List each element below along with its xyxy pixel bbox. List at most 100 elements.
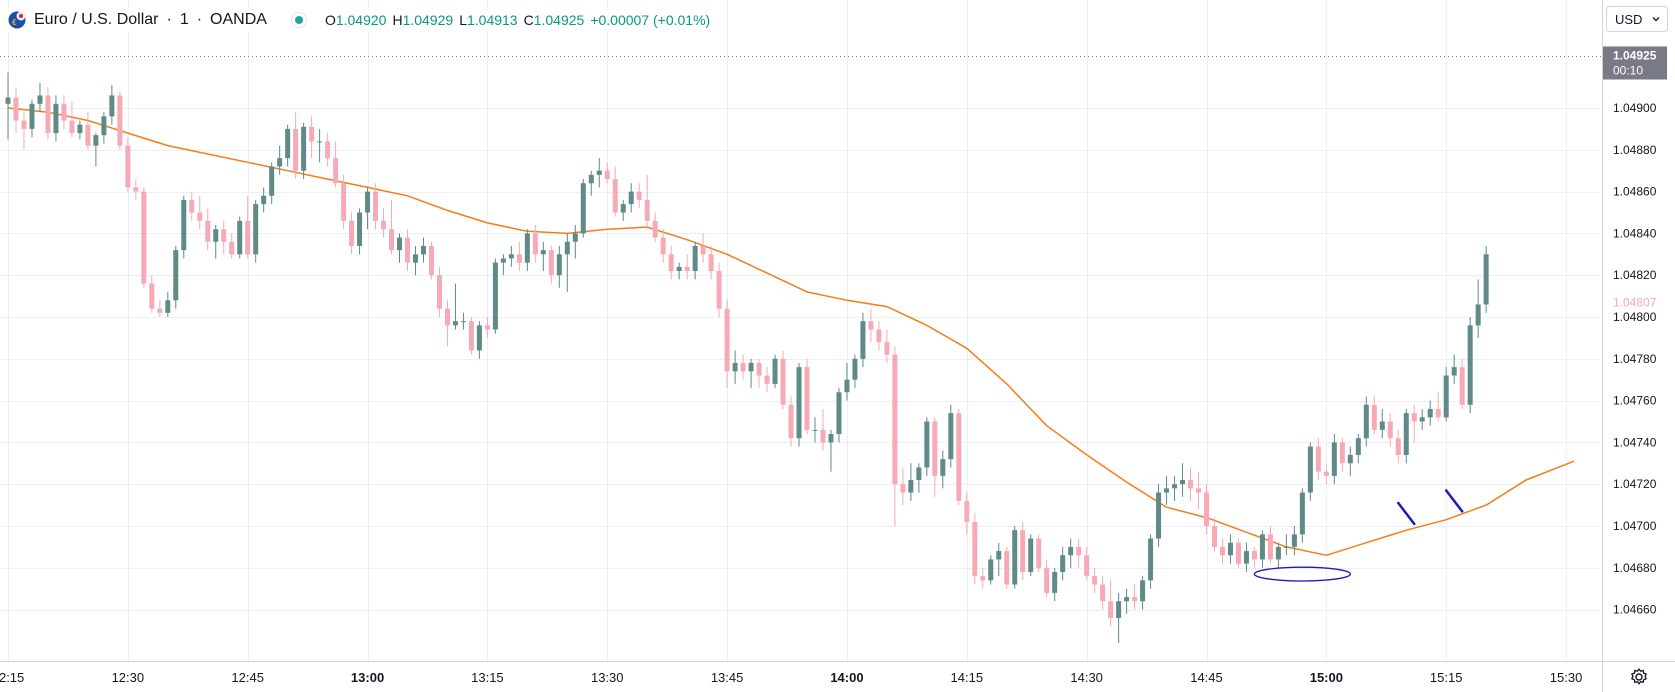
last-price-value: 1.04925	[1613, 49, 1657, 63]
candle	[325, 133, 330, 166]
candle	[429, 242, 434, 280]
candle	[1460, 359, 1465, 409]
candle-body	[1020, 530, 1025, 572]
candle	[597, 158, 602, 187]
candle-body	[1396, 438, 1401, 455]
price-tick-label: 1.04700	[1613, 519, 1657, 533]
candle	[677, 263, 682, 280]
candle-body	[629, 192, 634, 205]
symbol-name[interactable]: Euro / U.S. Dollar	[34, 11, 158, 29]
candle	[948, 405, 953, 468]
candle	[1308, 442, 1313, 501]
symbol-separator-2: ·	[197, 11, 202, 29]
candle-body	[908, 480, 913, 493]
interval-label[interactable]: 1	[180, 11, 189, 29]
candle-body	[1404, 413, 1409, 455]
candle	[701, 233, 706, 262]
candle-body	[77, 125, 82, 133]
candle	[1196, 472, 1201, 510]
time-tick-label: 12:45	[231, 670, 264, 685]
candle-body	[445, 309, 450, 326]
candle-body	[1484, 254, 1489, 304]
candle	[285, 125, 290, 167]
candle	[1476, 279, 1481, 338]
candle-body	[1196, 488, 1201, 492]
candle	[645, 175, 650, 229]
candle-body	[1388, 422, 1393, 439]
candle-body	[1004, 551, 1009, 584]
candle	[1428, 401, 1433, 426]
candle-body	[1340, 442, 1345, 463]
candle	[1084, 547, 1089, 580]
candle-body	[13, 98, 18, 121]
candle-body	[693, 246, 698, 271]
candle-body	[589, 175, 594, 183]
price-tick-label: 1.04680	[1613, 561, 1657, 575]
candle-body	[1300, 493, 1305, 535]
candle-body	[437, 275, 442, 308]
currency-selector[interactable]: USD	[1606, 6, 1668, 32]
candle	[1340, 438, 1345, 471]
candle	[6, 72, 11, 139]
candle	[477, 321, 482, 359]
price-axis[interactable]: 1.04660 1.04680 1.04700 1.04720 1.04740 1.047…	[1613, 101, 1657, 617]
candle-body	[269, 167, 274, 196]
broker-label[interactable]: OANDA	[210, 11, 267, 29]
gear-icon[interactable]	[1628, 666, 1650, 688]
candle-body	[1252, 551, 1257, 559]
candle	[1100, 576, 1105, 609]
candle	[93, 133, 98, 166]
candle-body	[996, 551, 1001, 559]
candle-body	[341, 183, 346, 221]
time-axis[interactable]: 12:15 12:30 12:45 13:00 13:15 13:30 13:45 14:00…	[0, 670, 1582, 685]
candle-body	[181, 200, 186, 250]
candle-body	[581, 183, 586, 233]
candle-body	[389, 229, 394, 250]
candle	[581, 179, 586, 238]
candle	[693, 242, 698, 280]
candle	[892, 346, 897, 526]
price-tick-label: 1.04760	[1613, 394, 1657, 408]
candle	[733, 350, 738, 383]
candle	[469, 317, 474, 355]
high-label: H	[392, 12, 402, 28]
price-tick-label: 1.04880	[1613, 143, 1657, 157]
candle	[876, 321, 881, 350]
candle	[205, 208, 210, 250]
candle	[836, 388, 841, 442]
candle-body	[1028, 539, 1033, 572]
candle	[1484, 246, 1489, 313]
candle	[1132, 585, 1137, 610]
candle-body	[836, 392, 841, 434]
drawing-annotations[interactable]	[1254, 490, 1462, 580]
candle	[301, 123, 306, 179]
candle	[1092, 568, 1097, 593]
candle	[141, 187, 146, 287]
candle	[1044, 559, 1049, 597]
candle	[1268, 526, 1273, 564]
candle	[1156, 484, 1161, 547]
candle-body	[1140, 580, 1145, 601]
candle-body	[517, 254, 522, 262]
candle-body	[653, 221, 658, 238]
candle-body	[1108, 601, 1113, 618]
time-tick-label: 12:30	[112, 670, 145, 685]
eurusd-logo-icon[interactable]: €	[8, 11, 26, 29]
candle-body	[1428, 409, 1433, 417]
candle	[1260, 530, 1265, 568]
candle-body	[301, 127, 306, 171]
candle-body	[221, 229, 226, 242]
candle-body	[1124, 597, 1129, 601]
candle	[501, 254, 506, 275]
candle-body	[365, 192, 370, 213]
candle-body	[157, 309, 162, 313]
candle-body	[669, 254, 674, 271]
moving-average-layer	[8, 108, 1574, 555]
candle-body	[1292, 534, 1297, 547]
candle	[852, 355, 857, 388]
candle	[45, 87, 50, 139]
candle-body	[709, 254, 714, 271]
candle	[269, 162, 274, 204]
time-tick-label: 14:00	[830, 670, 863, 685]
